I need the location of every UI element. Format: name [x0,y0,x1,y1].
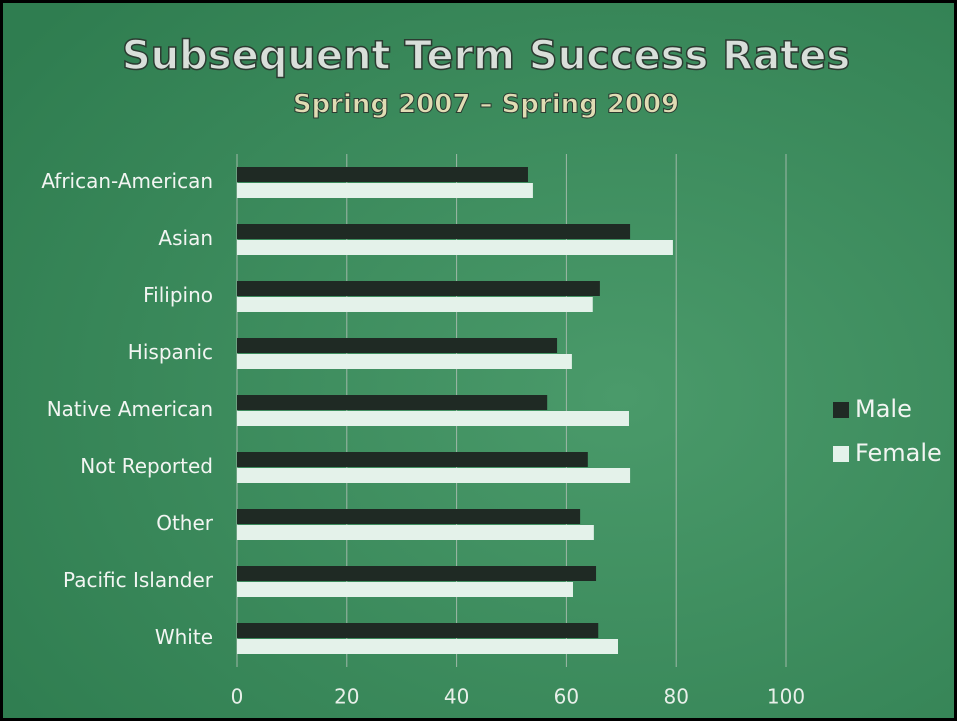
y-tick-label: Hispanic [128,340,213,364]
bar [237,297,593,312]
y-tick-label: Filipino [143,283,213,307]
chart: Subsequent Term Success Rates Spring 200… [0,0,957,721]
bar [237,452,588,467]
legend-label: Male [855,395,912,423]
bar [237,623,598,638]
x-tick-label: 80 [663,685,688,709]
y-tick-label: Not Reported [80,454,213,478]
bar [237,468,630,483]
y-tick-label: White [155,625,213,649]
bar [237,395,547,410]
x-tick-label: 40 [444,685,469,709]
bar [237,582,573,597]
x-tick-label: 20 [334,685,359,709]
legend-swatch [833,446,849,462]
bar [237,224,630,239]
bar [237,183,533,198]
legend-label: Female [855,439,942,467]
legend-swatch [833,402,849,418]
y-tick-label: African-American [41,169,213,193]
bar [237,525,594,540]
bar [237,509,580,524]
bar [237,411,629,426]
y-tick-label: Asian [158,226,213,250]
bar [237,338,557,353]
bar [237,240,673,255]
chart-title: Subsequent Term Success Rates [122,33,850,79]
bar [237,354,572,369]
bar [237,566,596,581]
x-tick-label: 0 [231,685,244,709]
y-tick-label: Pacific Islander [63,568,214,592]
chart-subtitle: Spring 2007 – Spring 2009 [293,90,679,120]
bar [237,167,528,182]
bar [237,281,600,296]
page: {"chart_data": {"type": "bar", "title": … [0,0,957,721]
x-tick-label: 100 [767,685,805,709]
y-tick-label: Native American [47,397,213,421]
x-tick-label: 60 [554,685,579,709]
y-tick-label: Other [156,511,214,535]
bar [237,639,618,654]
